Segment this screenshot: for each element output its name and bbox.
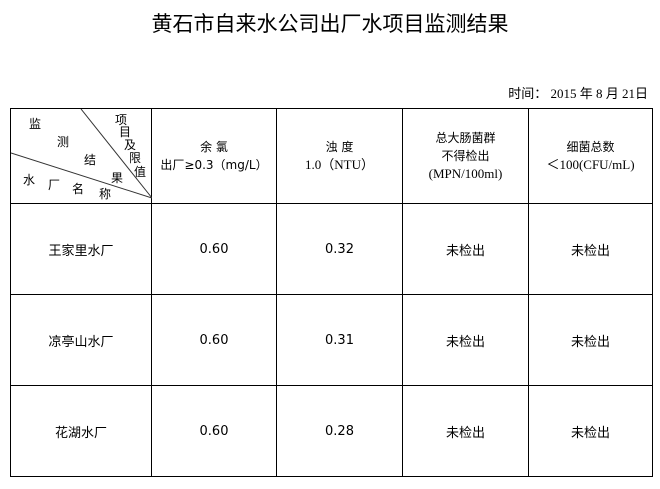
corner-char: 称 bbox=[99, 187, 112, 201]
date-day-unit: 日 bbox=[634, 87, 648, 102]
chlorine-value: 0.60 bbox=[151, 294, 277, 386]
header-row: 监 测 结 项 目 及 限 值 果 水 厂 名 称 余 氯出厂≥0.3（mg/L… bbox=[10, 108, 653, 204]
chlorine-value: 0.60 bbox=[151, 203, 277, 295]
corner-char: 项 bbox=[115, 113, 128, 127]
header-line: 细菌总数 bbox=[566, 140, 615, 154]
header-line: 不得检出 bbox=[441, 149, 490, 163]
corner-char: 测 bbox=[57, 135, 70, 149]
column-header-turbidity: 浊 度 1.0（NTU） bbox=[276, 108, 403, 204]
table-row: 王家里水厂 0.60 0.32 未检出 未检出 bbox=[10, 203, 653, 295]
turbidity-value: 0.28 bbox=[276, 385, 403, 477]
header-line: 出厂≥0.3（mg/L） bbox=[160, 158, 268, 172]
bacteria-value: 未检出 bbox=[528, 294, 653, 386]
date-label: 时间： bbox=[508, 87, 548, 102]
plant-name: 凉亭山水厂 bbox=[10, 294, 152, 386]
header-line: 总大肠菌群 bbox=[435, 131, 496, 145]
column-header-coliform: 总大肠菌群不得检出 (MPN/100ml) bbox=[402, 108, 529, 204]
column-header-bacteria: 细菌总数 ＜100(CFU/mL) bbox=[528, 108, 653, 204]
date-month-unit: 月 bbox=[605, 87, 619, 102]
table-row: 花湖水厂 0.60 0.28 未检出 未检出 bbox=[10, 385, 653, 477]
header-line: ＜100(CFU/mL) bbox=[546, 157, 635, 172]
chlorine-value: 0.60 bbox=[151, 385, 277, 477]
corner-char: 及 bbox=[124, 138, 137, 152]
corner-char: 限 bbox=[129, 151, 142, 165]
diagonal-lines bbox=[11, 109, 152, 199]
date-month: 8 bbox=[595, 86, 603, 101]
report-date: 时间： 2015 年 8 月 21日 bbox=[508, 83, 648, 102]
header-line: 余 氯 bbox=[200, 140, 228, 154]
corner-char: 水 bbox=[23, 173, 36, 187]
corner-char: 名 bbox=[72, 182, 85, 196]
corner-char: 目 bbox=[119, 125, 132, 139]
date-day: 21 bbox=[621, 86, 635, 101]
plant-name: 王家里水厂 bbox=[10, 203, 152, 295]
corner-header-cell: 监 测 结 项 目 及 限 值 果 水 厂 名 称 bbox=[10, 108, 152, 204]
header-line: (MPN/100ml) bbox=[428, 166, 503, 181]
date-year: 2015 bbox=[550, 86, 577, 101]
corner-char: 厂 bbox=[48, 178, 61, 192]
corner-char: 果 bbox=[111, 171, 124, 185]
coliform-value: 未检出 bbox=[402, 385, 529, 477]
table-row: 凉亭山水厂 0.60 0.31 未检出 未检出 bbox=[10, 294, 653, 386]
header-line: 1.0（NTU） bbox=[305, 157, 374, 172]
turbidity-value: 0.32 bbox=[276, 203, 403, 295]
turbidity-value: 0.31 bbox=[276, 294, 403, 386]
corner-char: 监 bbox=[29, 117, 42, 131]
coliform-value: 未检出 bbox=[402, 294, 529, 386]
bacteria-value: 未检出 bbox=[528, 203, 653, 295]
column-header-chlorine: 余 氯出厂≥0.3（mg/L） bbox=[151, 108, 277, 204]
coliform-value: 未检出 bbox=[402, 203, 529, 295]
corner-char: 结 bbox=[84, 153, 97, 167]
date-year-unit: 年 bbox=[579, 87, 593, 102]
page-title: 黄石市自来水公司出厂水项目监测结果 bbox=[151, 12, 509, 36]
bacteria-value: 未检出 bbox=[528, 385, 653, 477]
results-table: 监 测 结 项 目 及 限 值 果 水 厂 名 称 余 氯出厂≥0.3（mg/L… bbox=[10, 108, 653, 477]
header-line: 浊 度 bbox=[325, 140, 354, 154]
corner-char: 值 bbox=[134, 165, 147, 179]
plant-name: 花湖水厂 bbox=[10, 385, 152, 477]
